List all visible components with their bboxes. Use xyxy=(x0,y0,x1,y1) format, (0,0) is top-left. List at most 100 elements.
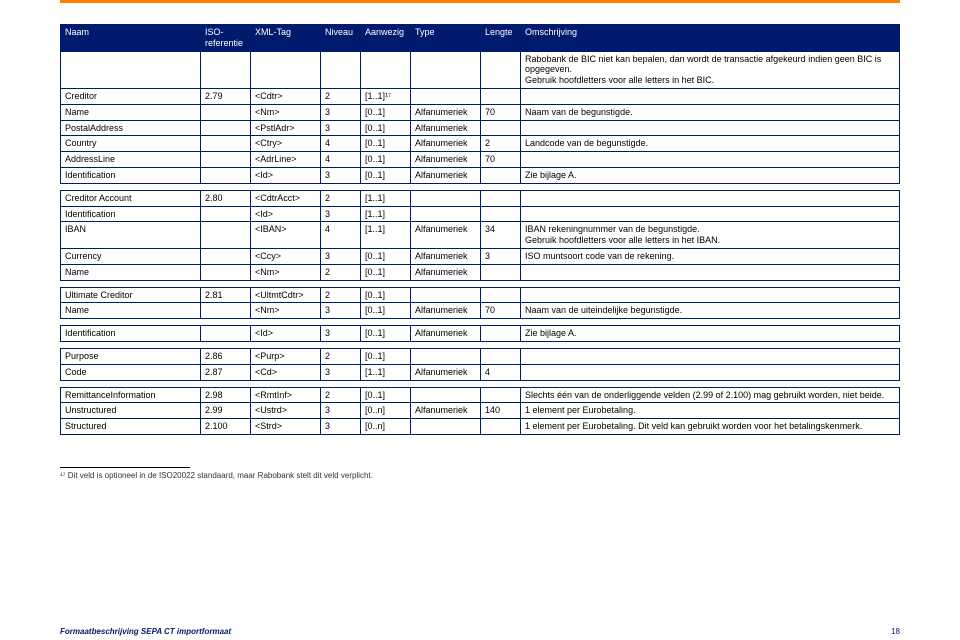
table-row: Purpose2.86<Purp>2[0..1] xyxy=(61,348,900,364)
table-cell: Alfanumeriek xyxy=(411,326,481,342)
table-cell: <Strd> xyxy=(251,419,321,435)
table-row: Structured2.100<Strd>3[0..n]1 element pe… xyxy=(61,419,900,435)
table-row: Code2.87<Cd>3[1..1]Alfanumeriek4 xyxy=(61,364,900,380)
table-row: PostalAddress<PstlAdr>3[0..1]Alfanumerie… xyxy=(61,120,900,136)
table-cell xyxy=(481,326,521,342)
table-cell: 1 element per Eurobetaling. xyxy=(521,403,900,419)
table-cell: <AdrLine> xyxy=(251,152,321,168)
table-cell: [0..1] xyxy=(361,287,411,303)
table-cell: 2 xyxy=(321,88,361,104)
table-cell xyxy=(481,206,521,222)
table-cell: <Purp> xyxy=(251,348,321,364)
table-cell: 2.86 xyxy=(201,348,251,364)
table-cell: Alfanumeriek xyxy=(411,167,481,183)
page-footer: Formaatbeschrijving SEPA CT importformaa… xyxy=(60,627,900,636)
table-cell: [0..1] xyxy=(361,326,411,342)
table-row: Identification<Id>3[0..1]AlfanumeriekZie… xyxy=(61,326,900,342)
table-row: Creditor2.79<Cdtr>2[1..1]¹⁷ xyxy=(61,88,900,104)
th-lengte: Lengte xyxy=(481,25,521,52)
table-cell: <UltmtCdtr> xyxy=(251,287,321,303)
table-cell: Alfanumeriek xyxy=(411,152,481,168)
table-cell: 4 xyxy=(481,364,521,380)
table-cell: Alfanumeriek xyxy=(411,364,481,380)
table-cell: <Nm> xyxy=(251,303,321,319)
table-cell: [0..1] xyxy=(361,248,411,264)
table-cell xyxy=(201,120,251,136)
footnote-rule xyxy=(60,467,190,468)
table-cell: 70 xyxy=(481,104,521,120)
table-cell: 4 xyxy=(321,152,361,168)
table-cell: [1..1] xyxy=(361,222,411,249)
table-cell: 3 xyxy=(321,248,361,264)
table-cell: [0..1] xyxy=(361,387,411,403)
table-cell: Currency xyxy=(61,248,201,264)
table-cell xyxy=(521,348,900,364)
table-cell xyxy=(61,51,201,88)
table-cell: Structured xyxy=(61,419,201,435)
table-row: Identification<Id>3[0..1]AlfanumeriekZie… xyxy=(61,167,900,183)
table-row: Unstructured2.99<Ustrd>3[0..n]Alfanumeri… xyxy=(61,403,900,419)
table-row: Name<Nm>3[0..1]Alfanumeriek70Naam van de… xyxy=(61,303,900,319)
table-cell: Alfanumeriek xyxy=(411,136,481,152)
table-cell: 3 xyxy=(321,326,361,342)
table-cell: Name xyxy=(61,264,201,280)
table-cell: [0..n] xyxy=(361,419,411,435)
table-cell: 3 xyxy=(321,206,361,222)
table-cell xyxy=(481,387,521,403)
table-cell: 2.87 xyxy=(201,364,251,380)
table-cell xyxy=(411,387,481,403)
table-cell xyxy=(521,206,900,222)
table-cell: 70 xyxy=(481,303,521,319)
table-cell xyxy=(201,326,251,342)
table-cell xyxy=(201,167,251,183)
table-cell xyxy=(521,190,900,206)
table-row: Identification<Id>3[1..1] xyxy=(61,206,900,222)
table-cell: 3 xyxy=(321,167,361,183)
table-cell: Purpose xyxy=(61,348,201,364)
table-row: AddressLine<AdrLine>4[0..1]Alfanumeriek7… xyxy=(61,152,900,168)
table-cell: 3 xyxy=(481,248,521,264)
table-cell: Zie bijlage A. xyxy=(521,167,900,183)
table-cell xyxy=(411,419,481,435)
table-cell: <Id> xyxy=(251,167,321,183)
table-cell: [0..1] xyxy=(361,120,411,136)
table-cell: <Nm> xyxy=(251,104,321,120)
table-cell: 3 xyxy=(321,403,361,419)
table-cell xyxy=(201,206,251,222)
table-cell: 70 xyxy=(481,152,521,168)
table-cell xyxy=(481,264,521,280)
table-cell xyxy=(521,364,900,380)
spec-table: Naam ISO-referentie XML-Tag Niveau Aanwe… xyxy=(60,24,900,435)
table-cell xyxy=(201,303,251,319)
table-cell xyxy=(481,120,521,136)
table-cell xyxy=(521,120,900,136)
table-cell: 2.99 xyxy=(201,403,251,419)
footnote-block: ¹⁷ Dit veld is optioneel in de ISO20022 … xyxy=(60,463,900,480)
footnote-text: ¹⁷ Dit veld is optioneel in de ISO20022 … xyxy=(60,471,373,480)
table-cell: Identification xyxy=(61,206,201,222)
table-cell: Unstructured xyxy=(61,403,201,419)
table-cell: <Ccy> xyxy=(251,248,321,264)
table-cell: [1..1]¹⁷ xyxy=(361,88,411,104)
table-cell xyxy=(481,419,521,435)
table-cell xyxy=(201,51,251,88)
footer-left: Formaatbeschrijving SEPA CT importformaa… xyxy=(60,627,231,636)
table-cell: RemittanceInformation xyxy=(61,387,201,403)
table-cell: Creditor xyxy=(61,88,201,104)
table-cell: [0..1] xyxy=(361,152,411,168)
table-cell: Alfanumeriek xyxy=(411,120,481,136)
table-cell: Naam van de uiteindelijke begunstigde. xyxy=(521,303,900,319)
table-cell xyxy=(361,51,411,88)
table-cell: 2.98 xyxy=(201,387,251,403)
table-cell: Alfanumeriek xyxy=(411,104,481,120)
group-gap xyxy=(61,280,900,287)
table-row: Name<Nm>2[0..1]Alfanumeriek xyxy=(61,264,900,280)
table-cell xyxy=(481,167,521,183)
table-cell: Zie bijlage A. xyxy=(521,326,900,342)
table-cell xyxy=(481,287,521,303)
table-cell: ISO muntsoort code van de rekening. xyxy=(521,248,900,264)
top-stripe xyxy=(60,0,900,3)
table-row: Rabobank de BIC niet kan bepalen, dan wo… xyxy=(61,51,900,88)
table-cell: [0..1] xyxy=(361,104,411,120)
table-cell: 3 xyxy=(321,303,361,319)
